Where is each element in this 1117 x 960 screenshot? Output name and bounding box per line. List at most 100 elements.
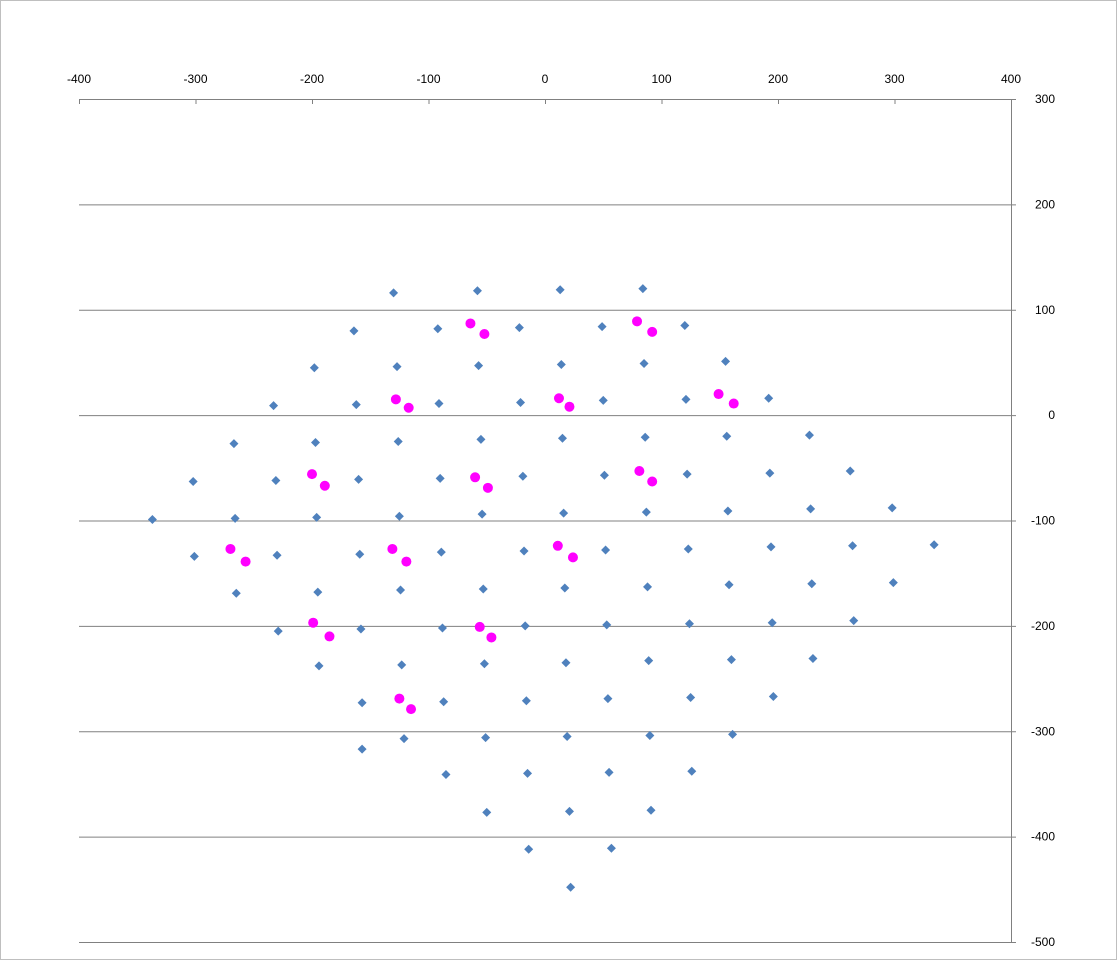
data-point-diamond bbox=[848, 541, 858, 551]
data-point-diamond bbox=[598, 395, 608, 405]
data-point-diamond bbox=[349, 326, 359, 336]
data-point-diamond bbox=[273, 626, 283, 636]
data-point-circle bbox=[319, 480, 330, 491]
data-point-circle bbox=[479, 328, 490, 339]
data-point-diamond bbox=[555, 285, 565, 295]
data-point-diamond bbox=[310, 438, 320, 448]
data-point-diamond bbox=[271, 475, 281, 485]
data-point-diamond bbox=[314, 661, 324, 671]
data-point-diamond bbox=[392, 362, 402, 372]
y-axis-ticks: 300 200 100 0 -100 -200 -300 -400 -500 bbox=[1011, 92, 1055, 949]
data-point-diamond bbox=[474, 361, 484, 371]
data-point-diamond bbox=[597, 322, 607, 332]
data-point-diamond bbox=[309, 363, 319, 373]
data-point-diamond bbox=[229, 439, 239, 449]
data-point-diamond bbox=[472, 286, 482, 296]
x-tick-label: 0 bbox=[542, 72, 549, 86]
data-point-circle bbox=[713, 389, 724, 400]
data-point-circle bbox=[728, 398, 739, 409]
data-point-diamond bbox=[441, 769, 451, 779]
data-point-diamond bbox=[439, 697, 449, 707]
data-point-diamond bbox=[523, 768, 533, 778]
data-point-circle bbox=[647, 326, 658, 337]
data-point-circle bbox=[307, 469, 317, 480]
data-point-diamond bbox=[606, 843, 616, 853]
data-point-circle bbox=[632, 316, 643, 327]
data-point-circle bbox=[324, 631, 335, 642]
data-point-diamond bbox=[644, 656, 654, 666]
data-point-diamond bbox=[724, 580, 734, 590]
data-point-diamond bbox=[768, 691, 778, 701]
data-point-circle bbox=[308, 617, 319, 628]
data-point-diamond bbox=[721, 356, 731, 366]
data-point-diamond bbox=[397, 660, 407, 670]
data-point-diamond bbox=[559, 508, 569, 518]
data-point-diamond bbox=[230, 513, 240, 523]
data-point-circle bbox=[394, 693, 405, 704]
data-point-diamond bbox=[562, 732, 572, 742]
data-point-diamond bbox=[641, 507, 651, 517]
data-point-diamond bbox=[520, 621, 530, 631]
data-point-diamond bbox=[564, 806, 574, 816]
data-point-diamond bbox=[393, 436, 403, 446]
y-tick-label: 100 bbox=[1035, 303, 1055, 317]
data-point-diamond bbox=[436, 547, 446, 557]
data-point-diamond bbox=[728, 729, 738, 739]
data-point-diamond bbox=[680, 321, 690, 331]
data-point-diamond bbox=[521, 696, 531, 706]
data-point-diamond bbox=[764, 393, 774, 403]
data-point-diamond bbox=[765, 468, 775, 478]
x-tick-label: 400 bbox=[1001, 72, 1021, 86]
x-tick-label: 100 bbox=[651, 72, 671, 86]
x-tick-label: 300 bbox=[884, 72, 904, 86]
data-point-circle bbox=[647, 476, 658, 487]
data-point-diamond bbox=[687, 766, 697, 776]
y-tick-label: -200 bbox=[1031, 619, 1055, 633]
y-tick-label: -300 bbox=[1031, 724, 1055, 738]
data-point-circle bbox=[482, 482, 493, 493]
data-point-diamond bbox=[481, 733, 491, 743]
data-point-diamond bbox=[684, 619, 694, 629]
data-point-diamond bbox=[849, 616, 859, 626]
data-point-circle bbox=[401, 556, 412, 567]
data-point-diamond bbox=[354, 474, 364, 484]
data-point-diamond bbox=[147, 514, 157, 524]
data-point-diamond bbox=[518, 471, 528, 481]
y-tick-label: -100 bbox=[1031, 514, 1055, 528]
y-tick-label: 200 bbox=[1035, 197, 1055, 211]
data-point-diamond bbox=[556, 360, 566, 370]
data-point-diamond bbox=[189, 551, 199, 561]
x-tick-label: -300 bbox=[183, 72, 207, 86]
data-point-diamond bbox=[482, 807, 492, 817]
data-point-diamond bbox=[639, 358, 649, 368]
data-point-circle bbox=[387, 543, 398, 554]
data-point-diamond bbox=[561, 658, 571, 668]
data-point-diamond bbox=[355, 549, 365, 559]
y-tick-label: 0 bbox=[1048, 408, 1055, 422]
data-point-diamond bbox=[601, 545, 611, 555]
data-point-circle bbox=[390, 394, 401, 405]
data-point-diamond bbox=[599, 470, 609, 480]
series-1 bbox=[147, 284, 939, 892]
data-point-diamond bbox=[478, 584, 488, 594]
data-point-diamond bbox=[476, 434, 486, 444]
data-point-diamond bbox=[604, 767, 614, 777]
data-point-circle bbox=[564, 401, 575, 412]
data-point-diamond bbox=[806, 504, 816, 514]
data-point-diamond bbox=[519, 546, 529, 556]
series-2 bbox=[225, 316, 739, 715]
data-point-diamond bbox=[766, 542, 776, 552]
data-point-diamond bbox=[888, 578, 898, 588]
data-point-diamond bbox=[231, 588, 241, 598]
data-point-diamond bbox=[767, 618, 777, 628]
x-tick-label: 200 bbox=[768, 72, 788, 86]
data-point-diamond bbox=[389, 288, 399, 298]
data-point-circle bbox=[225, 543, 236, 554]
data-point-diamond bbox=[437, 623, 447, 633]
data-point-diamond bbox=[808, 654, 818, 664]
data-point-diamond bbox=[394, 511, 404, 521]
data-point-diamond bbox=[845, 466, 855, 476]
data-point-diamond bbox=[479, 659, 489, 669]
data-point-circle bbox=[486, 632, 497, 643]
